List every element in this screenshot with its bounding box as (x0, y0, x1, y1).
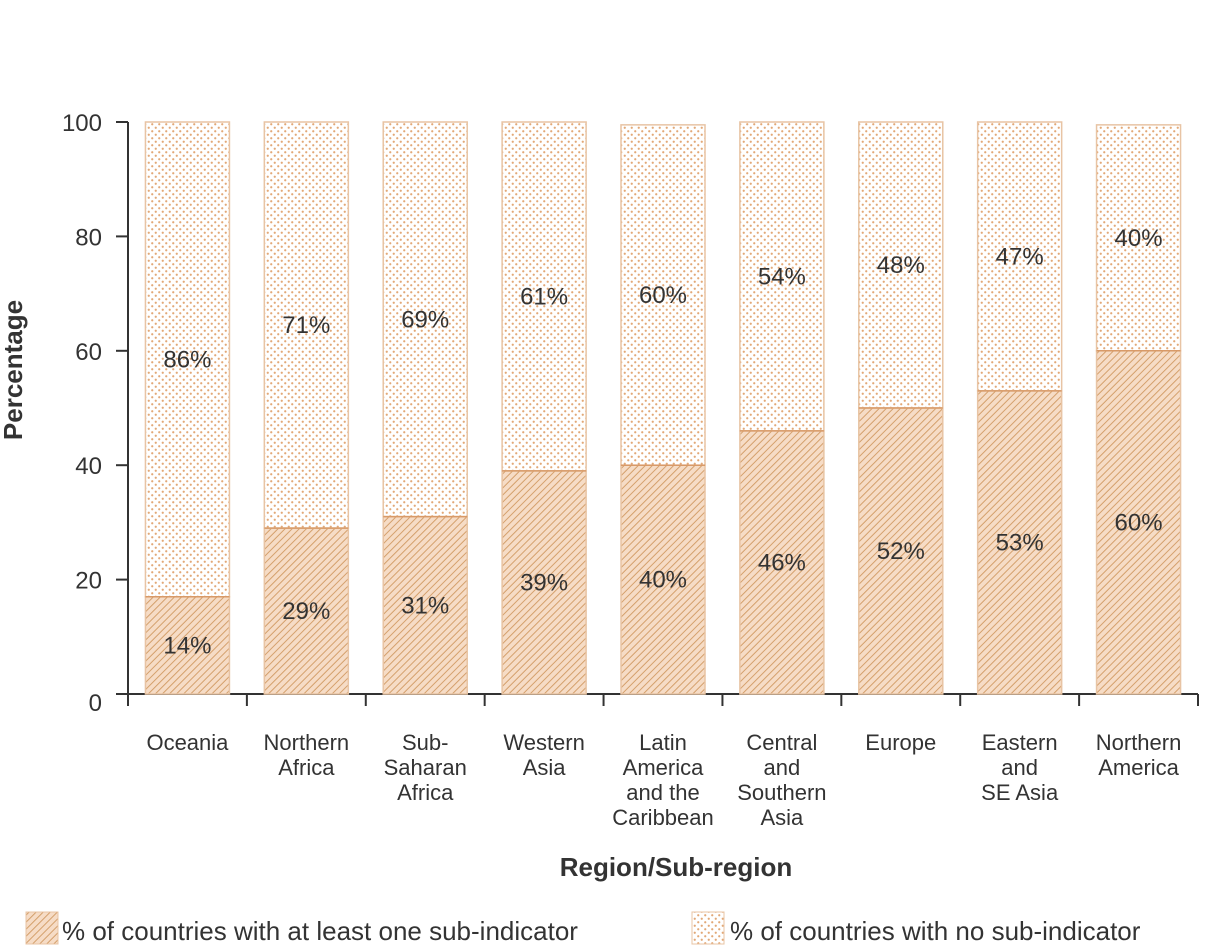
x-category-label-line: Northern (1096, 730, 1182, 755)
data-label-no-sub-indicator: 61% (520, 283, 568, 310)
bar-with-sub-indicator (620, 464, 706, 695)
legend-label-no-sub-indicator: % of countries with no sub-indicator (730, 916, 1141, 946)
y-axis-title: Percentage (0, 300, 28, 440)
data-label-with-sub-indicator: 46% (758, 549, 806, 576)
data-label-with-sub-indicator: 52% (877, 538, 925, 565)
x-category-label-line: Eastern (982, 730, 1058, 755)
bar-no-sub-indicator (382, 121, 468, 518)
y-tick-label: 60 (75, 339, 102, 366)
x-category-label-line: America (1098, 755, 1179, 780)
x-category-label-line: Caribbean (612, 805, 714, 830)
data-label-no-sub-indicator: 71% (282, 312, 330, 339)
data-label-with-sub-indicator: 40% (639, 567, 687, 594)
data-label-with-sub-indicator: 39% (520, 569, 568, 596)
x-category-label-line: America (623, 755, 704, 780)
legend: % of countries with at least one sub-ind… (25, 911, 1141, 946)
bar-no-sub-indicator (620, 124, 706, 466)
x-category-label-line: Europe (865, 730, 936, 755)
x-category-label: Northern America (1096, 730, 1182, 780)
bar-with-sub-indicator (382, 515, 468, 695)
data-label-no-sub-indicator: 86% (163, 346, 211, 373)
data-label-no-sub-indicator: 54% (758, 263, 806, 290)
x-category-label: Europe (865, 730, 936, 755)
bar-no-sub-indicator (263, 121, 350, 529)
y-tick-label: 80 (75, 224, 102, 251)
x-category-label-line: Saharan (384, 755, 467, 780)
x-category-label-line: Northern (264, 730, 350, 755)
bar-no-sub-indicator (976, 121, 1063, 392)
data-label-no-sub-indicator: 40% (1115, 225, 1163, 252)
data-label-with-sub-indicator: 31% (401, 592, 449, 619)
bar-with-sub-indicator (501, 470, 587, 695)
x-category-label-line: Southern (737, 780, 826, 805)
bar-with-sub-indicator (976, 390, 1063, 695)
data-label-with-sub-indicator: 60% (1115, 509, 1163, 536)
bar-with-sub-indicator (858, 407, 944, 695)
bar-no-sub-indicator (739, 121, 825, 432)
data-label-with-sub-indicator: 53% (996, 529, 1044, 556)
bar-no-sub-indicator (144, 121, 231, 598)
y-tick-label: 40 (75, 453, 102, 480)
bar-with-sub-indicator (1095, 350, 1182, 695)
x-category-label-line: and (764, 755, 801, 780)
legend-swatch-no-sub-indicator (691, 911, 725, 945)
legend-swatch-with-sub-indicator (25, 911, 59, 945)
x-category-label-line: and (1001, 755, 1038, 780)
x-category-label: Eastern and SE Asia (981, 730, 1059, 805)
data-label-with-sub-indicator: 29% (282, 598, 330, 625)
x-category-label-line: Oceania (146, 730, 229, 755)
bars (144, 121, 1182, 695)
y-tick-label: 20 (75, 568, 102, 595)
y-tick-label: 100 (62, 110, 102, 137)
x-category-label-line: Latin (639, 730, 687, 755)
x-category-label: Northern Africa (264, 730, 350, 780)
bar-no-sub-indicator (501, 121, 587, 472)
x-category-label-line: Africa (397, 780, 454, 805)
y-tick-label: 0 (89, 690, 102, 717)
x-category-label: Latin America and the Caribbean (612, 730, 714, 830)
x-category-label-line: Sub- (402, 730, 448, 755)
bar-no-sub-indicator (858, 121, 944, 409)
x-category-label: Sub-Saharan Africa (384, 730, 467, 805)
data-label-no-sub-indicator: 69% (401, 306, 449, 333)
bar-with-sub-indicator (263, 527, 350, 695)
bar-no-sub-indicator (1095, 124, 1182, 352)
data-label-no-sub-indicator: 60% (639, 282, 687, 309)
data-label-no-sub-indicator: 48% (877, 252, 925, 279)
x-category-label-line: Western (503, 730, 585, 755)
x-category-label-line: Asia (760, 805, 804, 830)
y-axis: 0 20 40 60 80 100 (62, 110, 129, 717)
x-category-label-line: SE Asia (981, 780, 1059, 805)
data-label-with-sub-indicator: 14% (163, 632, 211, 659)
data-labels: 14% 86% 29% 71% 31% 69% 39% 61% 40% 60% 46% 54% 52% 4… (163, 225, 1162, 660)
x-category-label-line: and the (626, 780, 699, 805)
x-category-label: Central and Southern Asia (737, 730, 826, 830)
x-category-label-line: Africa (278, 755, 335, 780)
x-category-label-line: Asia (523, 755, 567, 780)
x-category-label: Western Asia (503, 730, 585, 780)
legend-label-with-sub-indicator: % of countries with at least one sub-ind… (62, 916, 578, 946)
data-label-no-sub-indicator: 47% (996, 243, 1044, 270)
x-category-label-line: Central (746, 730, 817, 755)
x-axis-title: Region/Sub-region (560, 852, 793, 882)
x-category-label: Oceania (146, 730, 229, 755)
